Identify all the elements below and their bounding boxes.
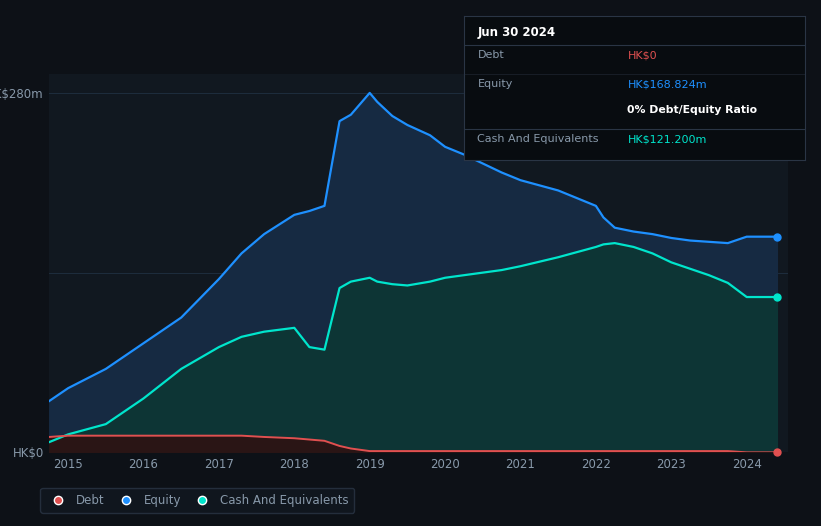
Text: Cash And Equivalents: Cash And Equivalents [478, 135, 599, 145]
Text: HK$168.824m: HK$168.824m [627, 79, 707, 89]
Text: Jun 30 2024: Jun 30 2024 [478, 26, 556, 39]
Text: HK$0: HK$0 [627, 50, 657, 60]
Text: 0% Debt/Equity Ratio: 0% Debt/Equity Ratio [627, 105, 758, 116]
Text: Debt: Debt [478, 50, 504, 60]
Legend: Debt, Equity, Cash And Equivalents: Debt, Equity, Cash And Equivalents [40, 488, 355, 513]
Text: HK$121.200m: HK$121.200m [627, 135, 707, 145]
Text: Equity: Equity [478, 79, 513, 89]
